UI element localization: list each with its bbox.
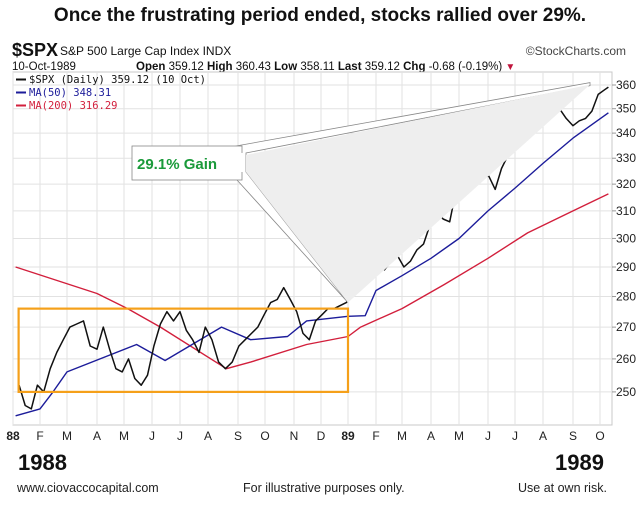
x-tick-label: 88 — [6, 429, 20, 443]
y-tick-label: 250 — [616, 385, 636, 399]
open-value: 359.12 — [168, 61, 204, 73]
last-value: 359.12 — [364, 61, 400, 73]
low-value: 358.11 — [300, 61, 335, 73]
y-tick-label: 320 — [616, 177, 636, 191]
gain-callout: 29.1% Gain — [131, 82, 591, 303]
x-tick-label: N — [290, 429, 299, 443]
year-label-left: 1988 — [18, 450, 67, 475]
risk-text: Use at own risk. — [518, 481, 607, 495]
callout-shadow — [246, 84, 590, 303]
y-tick-label: 330 — [616, 151, 636, 165]
disclaimer-text: For illustrative purposes only. — [243, 481, 405, 495]
triangle-down-icon: ▼ — [505, 62, 516, 73]
x-tick-label: S — [234, 429, 242, 443]
x-tick-label: F — [36, 429, 43, 443]
x-tick-label: A — [204, 429, 212, 443]
brand: ©StockCharts.com — [525, 44, 626, 58]
consolidation-box — [17, 307, 350, 394]
y-tick-label: 310 — [616, 204, 636, 218]
legend-entry-price: $SPX (Daily) 359.12 (10 Oct) — [29, 74, 206, 86]
x-tick-label: F — [372, 429, 379, 443]
y-tick-label: 270 — [616, 320, 636, 334]
y-tick-label: 360 — [616, 78, 636, 92]
y-tick-label: 290 — [616, 260, 636, 274]
quote-date: 10-Oct-1989 — [12, 61, 76, 73]
legend-entry-ma50: MA(50) 348.31 — [29, 87, 111, 99]
x-tick-label: A — [539, 429, 547, 443]
x-tick-label: D — [317, 429, 326, 443]
y-tick-label: 260 — [616, 352, 636, 366]
x-tick-label: A — [93, 429, 101, 443]
ticker-symbol: $SPX — [12, 40, 59, 60]
x-tick-label: J — [512, 429, 518, 443]
x-tick-label: M — [62, 429, 72, 443]
index-name: S&P 500 Large Cap Index INDX — [60, 44, 231, 58]
legend-entry-ma200: MA(200) 316.29 — [29, 100, 118, 112]
index-full-name: S&P 500 Large Cap Index — [60, 44, 200, 58]
website-text: www.ciovaccocapital.com — [17, 481, 159, 495]
high-label: High — [206, 61, 233, 73]
x-tick-label: 89 — [341, 429, 355, 443]
open-label: Open — [136, 61, 166, 73]
y-tick-label: 300 — [616, 231, 636, 245]
x-tick-label: M — [119, 429, 129, 443]
exchange: INDX — [202, 44, 232, 58]
x-tick-label: O — [595, 429, 604, 443]
x-tick-label: M — [397, 429, 407, 443]
quote-bar: Open 359.12 High 360.43 Low 358.11 Last … — [136, 61, 515, 73]
x-tick-label: J — [177, 429, 183, 443]
last-label: Last — [337, 61, 362, 73]
x-tick-label: J — [485, 429, 491, 443]
high-value: 360.43 — [235, 61, 271, 73]
x-tick-label: S — [569, 429, 577, 443]
x-tick-label: M — [454, 429, 464, 443]
low-label: Low — [274, 61, 298, 73]
y-tick-label: 350 — [616, 102, 636, 116]
x-tick-label: J — [149, 429, 155, 443]
chg-value: -0.68 (-0.19%) — [428, 61, 503, 73]
gain-label: 29.1% Gain — [137, 156, 217, 173]
headline: Once the frustrating period ended, stock… — [53, 5, 587, 26]
chg-label: Chg — [403, 61, 426, 73]
x-tick-label: A — [427, 429, 435, 443]
y-tick-label: 340 — [616, 126, 636, 140]
x-tick-label: O — [260, 429, 269, 443]
y-tick-label: 280 — [616, 290, 636, 304]
year-label-right: 1989 — [555, 450, 604, 475]
